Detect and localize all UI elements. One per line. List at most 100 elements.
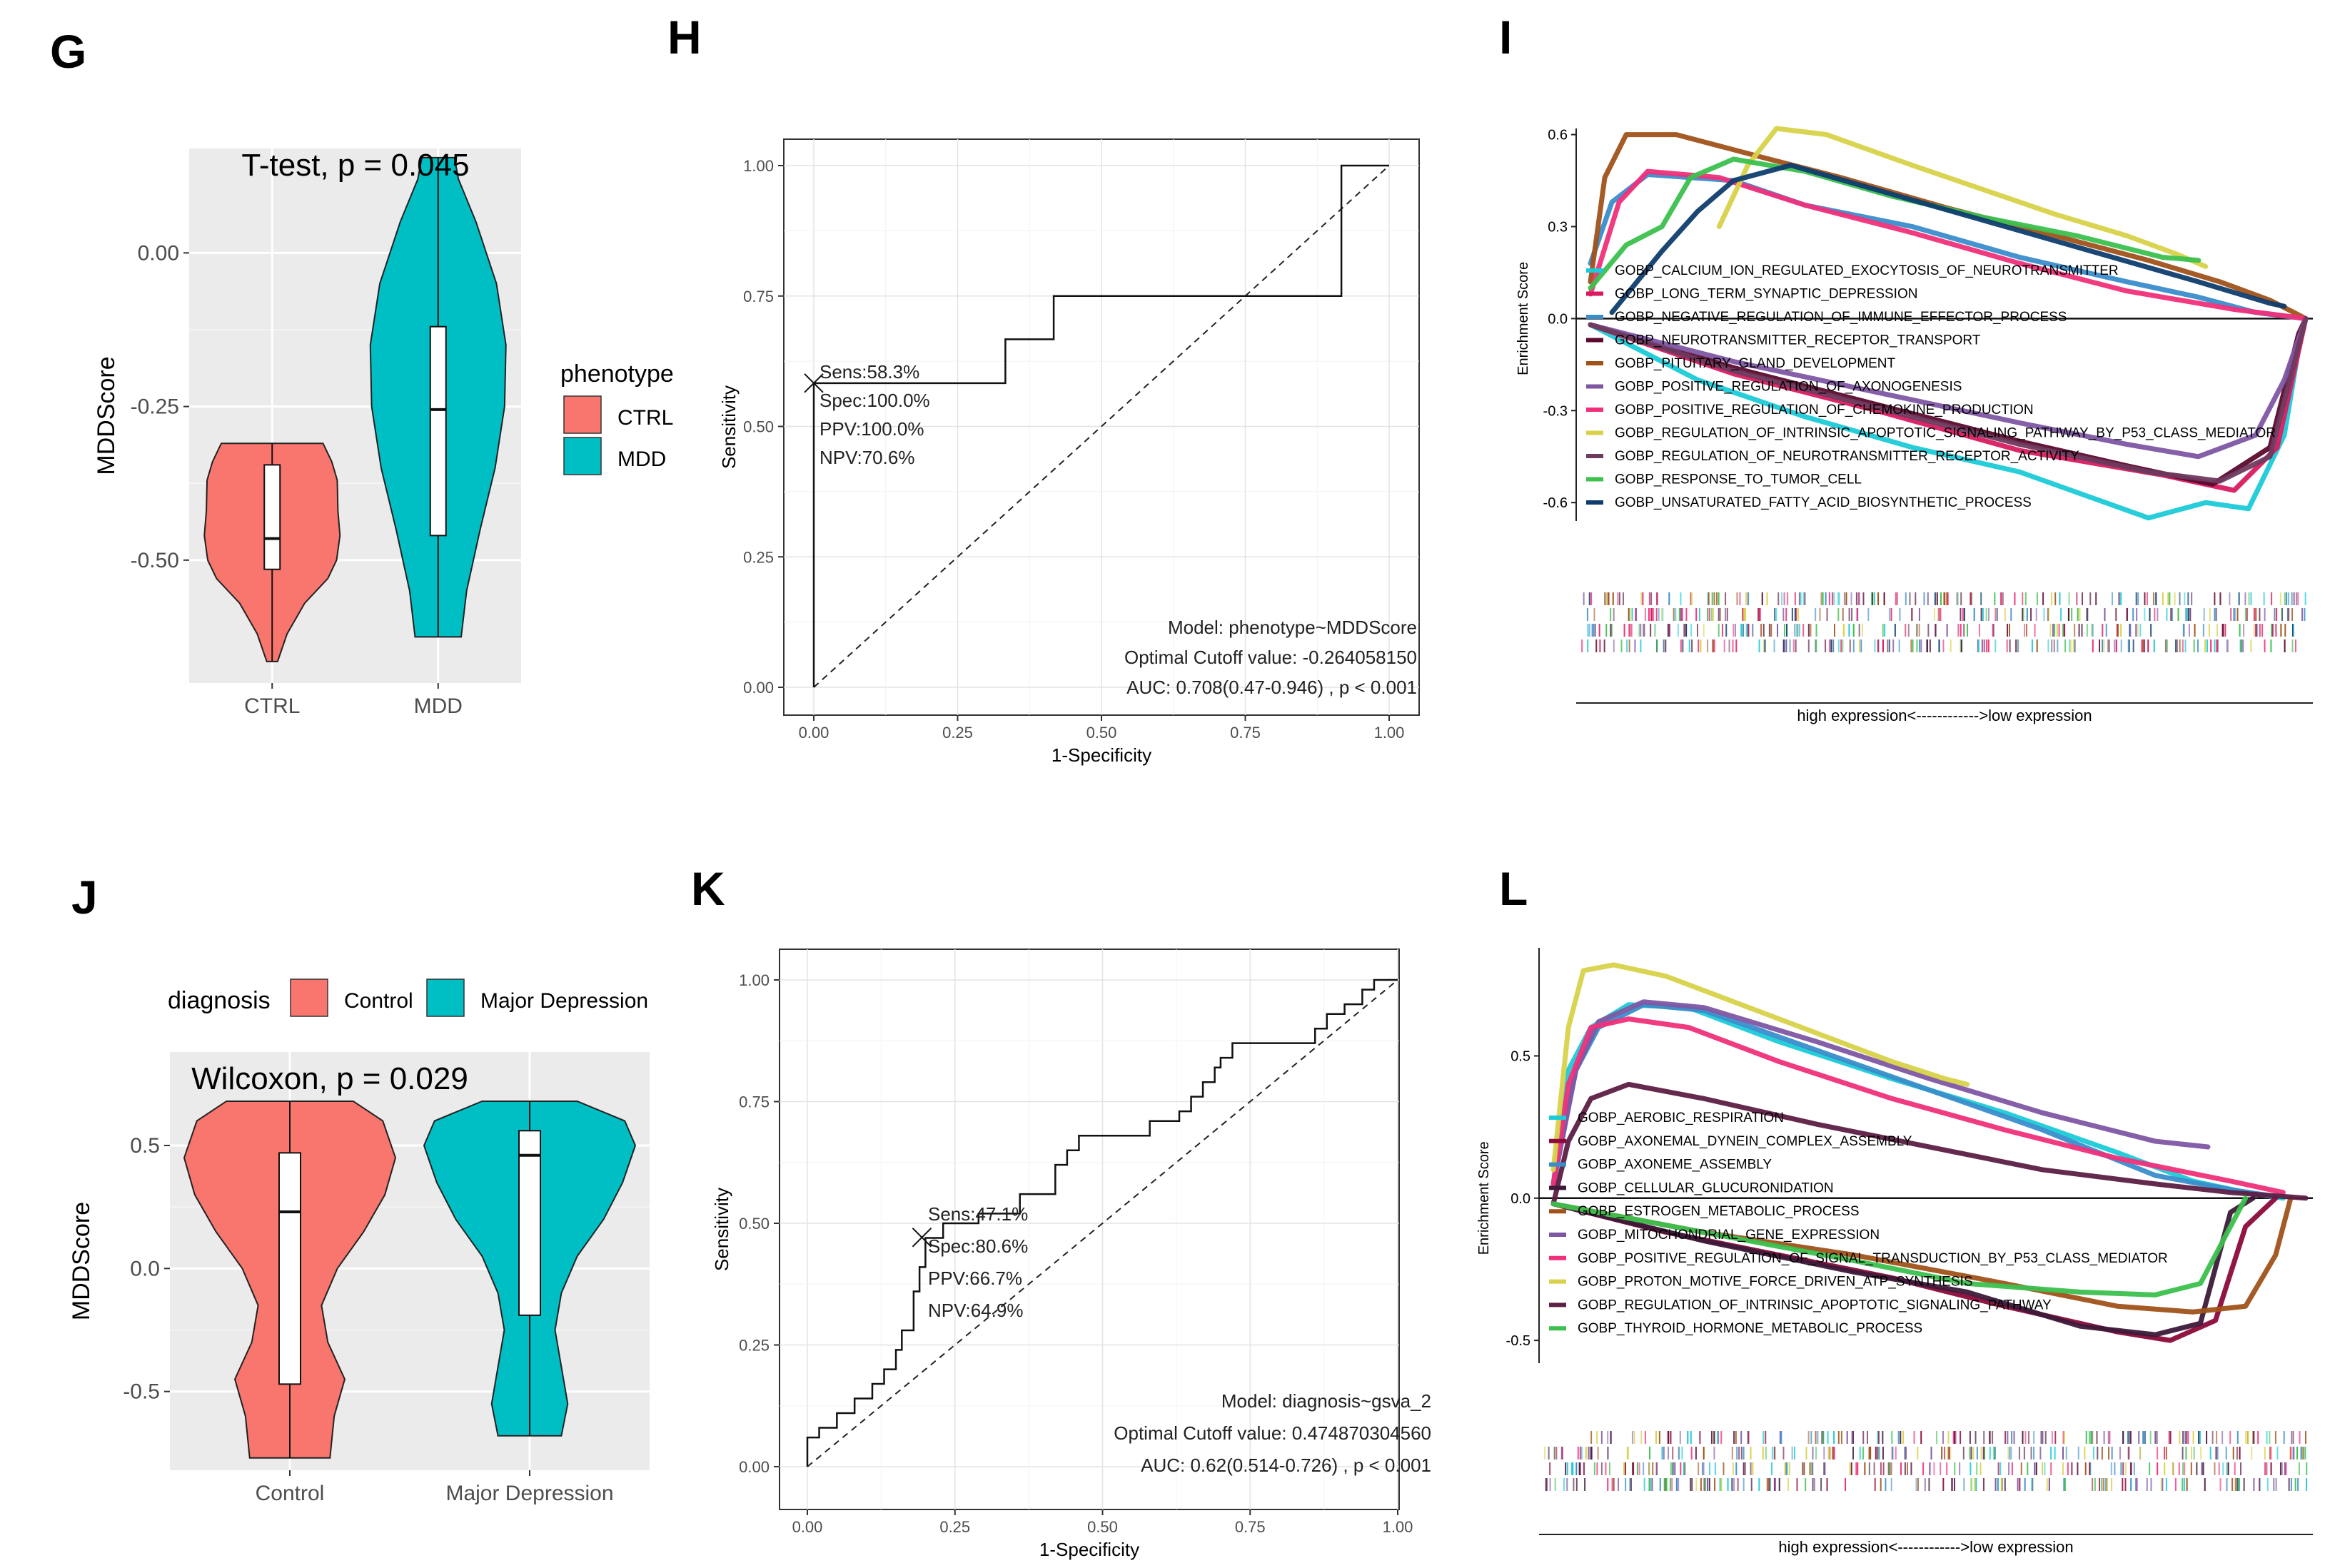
legend-swatch [563, 437, 602, 475]
y-tick-label: 0.0 [130, 1257, 160, 1280]
enrichment-curve [1550, 1081, 2309, 1207]
cutoff-stat-label: NPV:70.6% [819, 447, 914, 468]
panel-letter-k: K [691, 862, 725, 915]
enrichment-curve [1588, 315, 2309, 521]
optimal-cutoff-marker [804, 373, 824, 393]
x-tick-label: 0.00 [792, 1518, 823, 1536]
y-tick-label: -0.5 [123, 1380, 160, 1404]
boxplot-box [263, 464, 281, 570]
cutoff-stat-label: PPV:100.0% [819, 418, 924, 440]
y-tick-label: 0.00 [743, 679, 774, 697]
legend-label: GOBP_AXONEMAL_DYNEIN_COMPLEX_ASSEMBLY [1578, 1134, 1912, 1149]
y-tick-label: 0.00 [138, 241, 179, 265]
optimal-cutoff-marker [912, 1228, 932, 1248]
legend-swatch [563, 395, 602, 434]
enrichment-curve [1550, 999, 2211, 1187]
y-axis-title: Enrichment Score [1515, 262, 1531, 375]
x-tick-label: 0.25 [939, 1518, 970, 1536]
legend-label: GOBP_NEGATIVE_REGULATION_OF_IMMUNE_EFFEC… [1615, 310, 2067, 325]
boxplot-box [518, 1130, 541, 1316]
x-tick-label: 1.00 [1383, 1518, 1413, 1536]
y-tick-label: -0.50 [131, 549, 179, 572]
enrichment-curve [1550, 962, 1970, 1173]
model-info-label: AUC: 0.62(0.514-0.726) , p < 0.001 [1141, 1455, 1431, 1476]
legend-label: GOBP_CALCIUM_ION_REGULATED_EXOCYTOSIS_OF… [1615, 263, 2119, 278]
enrichment-curve [1588, 315, 2309, 460]
legend-label: GOBP_REGULATION_OF_NEUROTRANSMITTER_RECE… [1615, 449, 2079, 464]
model-info-label: AUC: 0.708(0.47-0.946) , p < 0.001 [1126, 677, 1417, 698]
enrichment-curve [1550, 1195, 2279, 1343]
enrichment-curve [1550, 1195, 2249, 1298]
legend-label: GOBP_POSITIVE_REGULATION_OF_CHEMOKINE_PR… [1615, 403, 2034, 418]
roc-curve [806, 978, 1398, 1467]
legend-swatch [290, 978, 328, 1017]
y-tick-label: 0.25 [739, 1337, 770, 1355]
legend-label: GOBP_THYROID_HORMONE_METABOLIC_PROCESS [1578, 1321, 1922, 1336]
x-tick-label: 0.25 [942, 724, 973, 742]
enrichment-curve [1550, 1016, 2286, 1195]
enrichment-curve [1588, 168, 2309, 321]
x-tick-label: 1.00 [1374, 724, 1405, 742]
expression-direction-label: high expression<------------>low express… [1797, 707, 2092, 724]
legend-label: GOBP_NEUROTRANSMITTER_RECEPTOR_TRANSPORT [1615, 333, 1981, 348]
model-info-label: Model: diagnosis~gsva_2 [1221, 1390, 1431, 1412]
model-info-label: Optimal Cutoff value: 0.474870304560 [1114, 1422, 1431, 1444]
legend-label: GOBP_LONG_TERM_SYNAPTIC_DEPRESSION [1615, 287, 1917, 302]
y-tick-label: 1.00 [739, 971, 770, 989]
y-tick-label: -0.25 [131, 395, 179, 419]
y-tick-label: 0.0 [1548, 311, 1568, 327]
y-tick-label: -0.6 [1543, 495, 1568, 511]
legend-label: Control [344, 989, 413, 1013]
enrichment-curve [1716, 126, 2209, 269]
y-tick-label: -0.3 [1543, 403, 1568, 419]
legend-label: GOBP_PROTON_MOTIVE_FORCE_DRIVEN_ATP_SYNT… [1578, 1275, 1973, 1290]
cutoff-stat-label: Spec:100.0% [819, 390, 930, 411]
panel-letter-j: J [71, 871, 98, 924]
gene-hit-barcode [1544, 1431, 2308, 1491]
cutoff-stat-label: PPV:66.7% [928, 1268, 1022, 1289]
x-tick-label: Major Depression [445, 1482, 613, 1505]
expression-direction-label: high expression<------------>low express… [1778, 1538, 2073, 1556]
legend-title: diagnosis [168, 987, 271, 1014]
cutoff-stat-label: Sens:47.1% [928, 1203, 1028, 1225]
legend-label: GOBP_POSITIVE_REGULATION_OF_SIGNAL_TRANS… [1578, 1251, 2168, 1266]
enrichment-curve [1609, 163, 2287, 315]
reference-diagonal [807, 979, 1398, 1467]
y-axis-title: Sensitivity [718, 385, 740, 469]
legend-label: MDD [617, 447, 666, 471]
legend-swatch [426, 978, 465, 1017]
y-axis-title: Enrichment Score [1476, 1141, 1492, 1255]
legend-label: GOBP_RESPONSE_TO_TUMOR_CELL [1615, 472, 1862, 487]
x-axis-title: 1-Specificity [1051, 744, 1151, 766]
x-tick-label: CTRL [244, 694, 300, 718]
y-tick-label: 0.50 [739, 1215, 770, 1233]
y-tick-label: 0.00 [739, 1458, 770, 1476]
violin-chart-g: 0.00 -0.25 -0.50 CTRL MDD T-test, p = 0.045 MD… [93, 148, 674, 718]
chart-title: Wilcoxon, p = 0.029 [191, 1061, 468, 1096]
legend-label: CTRL [617, 406, 673, 430]
legend-title: phenotype [560, 360, 674, 388]
y-tick-label: -0.5 [1506, 1333, 1530, 1349]
legend-label: GOBP_AXONEME_ASSEMBLY [1578, 1158, 1772, 1173]
boxplot-box [278, 1152, 301, 1385]
legend-label: Major Depression [480, 989, 648, 1013]
legend-label: GOBP_UNSATURATED_FATTY_ACID_BIOSYNTHETIC… [1615, 495, 2032, 510]
y-tick-label: 0.5 [1511, 1048, 1530, 1064]
roc-chart-h: 0.00 0.00 0.25 0.25 0.50 0.50 0.75 0.75 1.00 1.00… [718, 138, 1420, 766]
y-axis-title: MDDScore [93, 356, 120, 475]
boxplot-box [429, 325, 447, 537]
chart-title: T-test, p = 0.045 [241, 148, 469, 183]
legend-label: GOBP_REGULATION_OF_INTRINSIC_APOPTOTIC_S… [1615, 426, 2276, 441]
x-tick-label: MDD [414, 694, 463, 718]
x-tick-label: 0.50 [1086, 724, 1117, 742]
x-tick-label: 0.75 [1235, 1518, 1266, 1536]
y-tick-label: 0.25 [743, 548, 774, 566]
panel-letter-i: I [1499, 11, 1512, 64]
x-axis-title: 1-Specificity [1039, 1539, 1139, 1560]
violin-chart-j: 0.5 0.0 -0.5 Control Major Depression Wilcoxo… [68, 978, 650, 1505]
x-tick-label: 0.50 [1087, 1518, 1118, 1536]
model-info-label: Optimal Cutoff value: -0.264058150 [1124, 647, 1417, 668]
x-tick-label: 0.00 [799, 724, 829, 742]
cutoff-stat-label: Sens:58.3% [819, 361, 919, 383]
